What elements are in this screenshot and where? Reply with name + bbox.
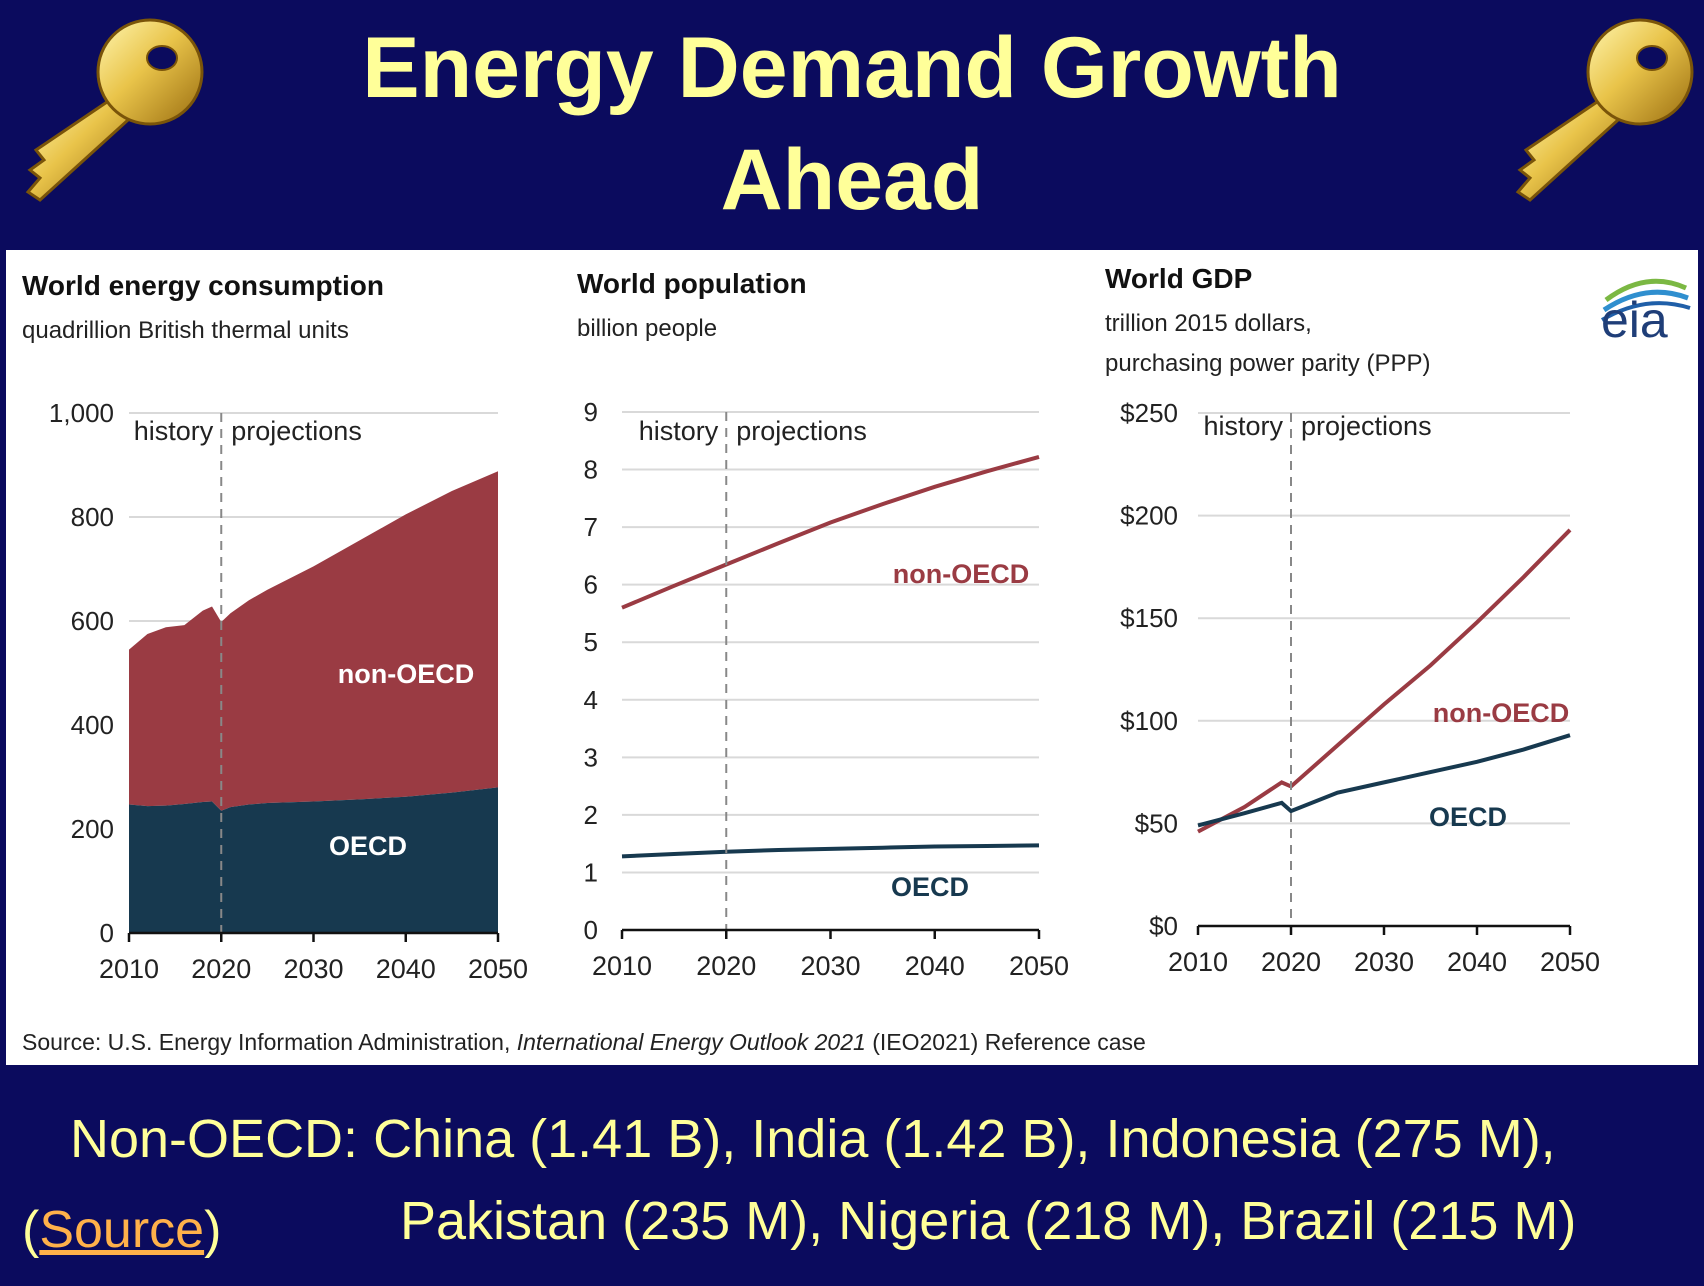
footer-band	[0, 1065, 1704, 1286]
projections-label: projections	[736, 416, 867, 446]
area-non-oecd	[129, 471, 498, 811]
source-paren-open: (	[22, 1201, 40, 1259]
chart-subtitle: trillion 2015 dollars,	[1105, 310, 1312, 337]
line-oecd	[621, 843, 1040, 859]
x-tick-label: 2040	[1447, 947, 1507, 977]
history-label: history	[134, 416, 214, 446]
y-tick-label: 800	[71, 502, 114, 532]
series-label-non-oecd: non-OECD	[338, 659, 474, 689]
y-tick-label: 600	[71, 606, 114, 636]
y-tick-label: 8	[584, 455, 598, 485]
y-tick-label: 6	[584, 570, 598, 600]
history-label: history	[1203, 411, 1283, 441]
chart-subtitle: billion people	[577, 315, 717, 342]
x-tick-label: 2020	[1261, 947, 1321, 977]
chart-1: World energy consumption quadrillion Brit…	[22, 270, 528, 984]
title-line-1: Energy Demand Growth	[362, 20, 1342, 116]
projections-label: projections	[1301, 411, 1432, 441]
y-tick-label: $250	[1120, 398, 1178, 428]
figure-panel: eia Source: U.S. Energy Information Admi…	[6, 250, 1698, 1065]
chart-2: World population billion people 0 1 2 3 4 5 6 7 8 9…	[577, 268, 1069, 981]
chart-3: World GDP trillion 2015 dollars, purchasin…	[1105, 263, 1600, 977]
projections-label: projections	[231, 416, 362, 446]
series-label-non-oecd: non-OECD	[1433, 698, 1569, 728]
eia-logo: eia	[1600, 278, 1691, 348]
source-paren-close: )	[204, 1201, 222, 1259]
y-tick-label: 1,000	[49, 398, 114, 428]
line-oecd	[1197, 733, 1571, 828]
y-tick-label: 5	[584, 627, 598, 657]
y-tick-label: 0	[100, 918, 114, 948]
slide-title: Energy Demand Growth Ahead	[0, 12, 1704, 236]
chart-subtitle: quadrillion British thermal units	[22, 317, 349, 344]
y-tick-label: $200	[1120, 501, 1178, 531]
chart-title: World population	[577, 268, 807, 299]
x-tick-label: 2030	[283, 954, 343, 984]
x-tick-label: 2010	[1168, 947, 1228, 977]
footer-line-2: Pakistan (235 M), Nigeria (218 M), Brazi…	[400, 1191, 1577, 1251]
x-tick-label: 2010	[99, 954, 159, 984]
figure-source-italic: International Energy Outlook 2021	[517, 1029, 866, 1055]
x-tick-label: 2050	[1540, 947, 1600, 977]
y-tick-label: 0	[584, 915, 598, 945]
area-oecd	[129, 787, 498, 933]
line-non-oecd	[1197, 528, 1572, 834]
figure-source: Source: U.S. Energy Information Administ…	[22, 1029, 1146, 1055]
y-tick-label: $150	[1120, 603, 1178, 633]
y-tick-label: 4	[584, 685, 598, 715]
y-tick-label: 3	[584, 742, 598, 772]
x-tick-label: 2050	[468, 954, 528, 984]
y-tick-label: $100	[1120, 706, 1178, 736]
chart-title: World energy consumption	[22, 270, 384, 301]
figure-source-prefix: Source: U.S. Energy Information Administ…	[22, 1029, 517, 1055]
key-icon-right	[1515, 18, 1694, 202]
y-tick-label: $0	[1149, 911, 1178, 941]
x-tick-label: 2040	[376, 954, 436, 984]
eia-logo-text: eia	[1601, 292, 1668, 348]
x-tick-label: 2040	[905, 951, 965, 981]
title-line-2: Ahead	[720, 132, 984, 228]
y-tick-label: $50	[1135, 808, 1178, 838]
key-icon-left	[25, 18, 204, 202]
source-link-wrapper: (Source)	[22, 1200, 221, 1260]
y-tick-label: 9	[584, 397, 598, 427]
x-tick-label: 2020	[696, 951, 756, 981]
line-non-oecd	[621, 454, 1040, 610]
y-tick-label: 400	[71, 710, 114, 740]
x-tick-label: 2030	[800, 951, 860, 981]
figure-source-suffix: (IEO2021) Reference case	[866, 1029, 1146, 1055]
y-tick-label: 7	[584, 512, 598, 542]
y-tick-label: 200	[71, 814, 114, 844]
x-tick-label: 2010	[592, 951, 652, 981]
x-tick-label: 2030	[1354, 947, 1414, 977]
history-label: history	[639, 416, 719, 446]
series-label-non-oecd: non-OECD	[893, 559, 1029, 589]
x-tick-label: 2020	[191, 954, 251, 984]
series-label-oecd: OECD	[329, 831, 407, 861]
y-tick-label: 2	[584, 800, 598, 830]
eia-figure: eia Source: U.S. Energy Information Admi…	[22, 263, 1691, 1055]
source-link[interactable]: Source	[39, 1201, 205, 1259]
footer-line-1: Non-OECD: China (1.41 B), India (1.42 B)…	[70, 1109, 1556, 1169]
chart-title: World GDP	[1105, 263, 1252, 294]
series-label-oecd: OECD	[891, 872, 969, 902]
series-label-oecd: OECD	[1429, 802, 1507, 832]
y-tick-label: 1	[584, 857, 598, 887]
chart-subtitle-2: purchasing power parity (PPP)	[1105, 350, 1430, 377]
x-tick-label: 2050	[1009, 951, 1069, 981]
